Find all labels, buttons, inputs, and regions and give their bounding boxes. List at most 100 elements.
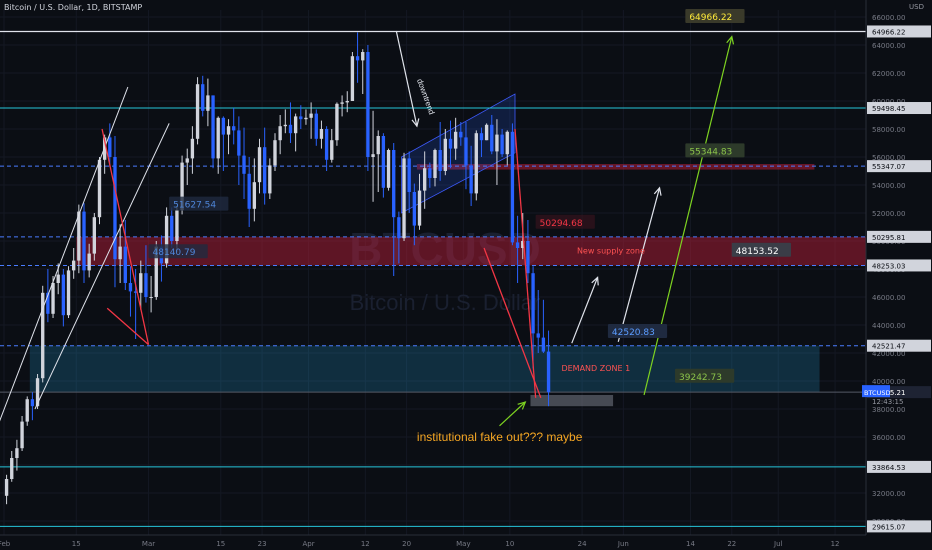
- candle-body: [72, 260, 76, 271]
- price-tick-label: 42000.00: [872, 350, 905, 358]
- price-axis-bg: [866, 0, 932, 550]
- candle-body: [77, 211, 81, 261]
- time-tick-label: Jul: [773, 540, 783, 548]
- time-tick-label: 15: [72, 540, 81, 548]
- level-tag-box: [867, 160, 931, 173]
- last-price-symbol-box: [862, 385, 890, 398]
- candle-body: [371, 154, 375, 157]
- candle-body: [61, 274, 66, 316]
- candle-body: [56, 274, 60, 283]
- level-tag-box: [867, 339, 931, 352]
- candle-body: [490, 124, 494, 152]
- price-tick-label: 62000.00: [872, 70, 905, 78]
- price-callout-box: [169, 196, 229, 211]
- green-small-arrow: [499, 401, 526, 427]
- red-drop-line-3: [483, 247, 542, 399]
- candle-body: [10, 458, 14, 479]
- green-small-arrow-head: [517, 401, 527, 410]
- candle-body: [113, 157, 117, 260]
- level-tag: 33864.53: [867, 460, 931, 473]
- time-tick-label: 10: [505, 540, 514, 548]
- candle-body: [133, 291, 138, 293]
- candle-body: [247, 173, 251, 209]
- candle-body: [469, 165, 473, 194]
- candle-body: [330, 140, 334, 160]
- level-tag-box: [867, 25, 931, 38]
- candle-body: [459, 131, 463, 138]
- zone-wick-box: [530, 395, 614, 407]
- up-arrow-green-head: [726, 35, 735, 45]
- price-callout-text: 55344.83: [689, 147, 732, 157]
- candle-body: [216, 117, 220, 159]
- red-drop-line: [101, 128, 150, 345]
- level-tag-box: [867, 102, 931, 115]
- candle-body: [531, 273, 535, 334]
- candle-body: [355, 56, 360, 61]
- candle-body: [422, 168, 427, 191]
- trendline-lower: [34, 123, 170, 410]
- candle-body: [237, 130, 241, 156]
- candle-body: [139, 273, 143, 293]
- price-callout-box: [685, 9, 745, 23]
- price-tick-label: 60000.00: [872, 98, 905, 106]
- price-tick-label: 46000.00: [872, 294, 905, 302]
- last-price-symbol: BTCUSD: [864, 389, 890, 397]
- demand-zone-label: DEMAND ZONE 1: [561, 364, 630, 373]
- price-tick-label: 54000.00: [872, 182, 905, 190]
- candle-body: [87, 253, 91, 271]
- candle-body: [402, 158, 406, 239]
- candle-body: [123, 246, 127, 283]
- candle-body: [443, 138, 448, 171]
- downtrend-arrow: [395, 30, 418, 127]
- price-callout: 48153.52: [731, 242, 791, 257]
- up-arrow-2: [617, 187, 661, 342]
- level-tag-text: 42521.47: [872, 343, 905, 351]
- price-callout-text: 64966.22: [689, 13, 732, 23]
- candle-body: [175, 210, 179, 241]
- price-tick-label: 32000.00: [872, 490, 905, 498]
- candle-body: [536, 333, 540, 338]
- level-tag-box: [867, 230, 931, 243]
- candle-body: [262, 147, 267, 194]
- price-callout: 42520.83: [607, 324, 668, 338]
- level-tag-text: 48253.03: [872, 262, 905, 270]
- candle-body: [526, 241, 530, 274]
- up-arrow-1-head: [591, 276, 599, 286]
- candle-body: [82, 211, 86, 271]
- candle-body: [149, 297, 153, 298]
- price-callout: 55344.83: [685, 143, 745, 158]
- price-callout-box: [675, 368, 735, 383]
- level-tag-text: 55347.07: [872, 163, 905, 171]
- candle-body: [433, 150, 437, 178]
- price-callout-text: 39242.73: [679, 373, 722, 383]
- candle-body: [438, 150, 442, 171]
- candle-body: [474, 133, 478, 194]
- price-callout-box: [731, 242, 791, 257]
- time-tick-label: May: [456, 540, 470, 548]
- watermark-symbol: BTCUSD: [349, 223, 541, 275]
- red-drop-base: [106, 307, 149, 346]
- candle-body: [479, 133, 484, 141]
- time-tick-label: 23: [258, 540, 267, 548]
- candle-body: [108, 137, 112, 157]
- price-callout: 50294.68: [535, 214, 595, 229]
- candle-body: [366, 52, 370, 157]
- candle-body: [412, 192, 417, 226]
- candle-body: [232, 126, 236, 131]
- candle-body: [242, 155, 246, 174]
- candle-body: [515, 242, 520, 248]
- time-tick-label: Feb: [0, 540, 11, 548]
- price-tick-label: 64000.00: [872, 42, 905, 50]
- candle-body: [283, 124, 287, 127]
- candle-body: [257, 147, 262, 183]
- level-tag: 29615.07: [867, 520, 931, 533]
- time-tick-label: Apr: [302, 540, 314, 548]
- price-callout-text: 48153.52: [736, 247, 779, 257]
- supply-zone-label: New supply zone: [577, 247, 645, 256]
- price-tick-label: 38000.00: [872, 406, 905, 414]
- candle-body: [376, 136, 380, 155]
- trendline-upper: [0, 86, 129, 422]
- level-tag: 48253.03: [867, 259, 931, 272]
- candle-body: [211, 95, 215, 159]
